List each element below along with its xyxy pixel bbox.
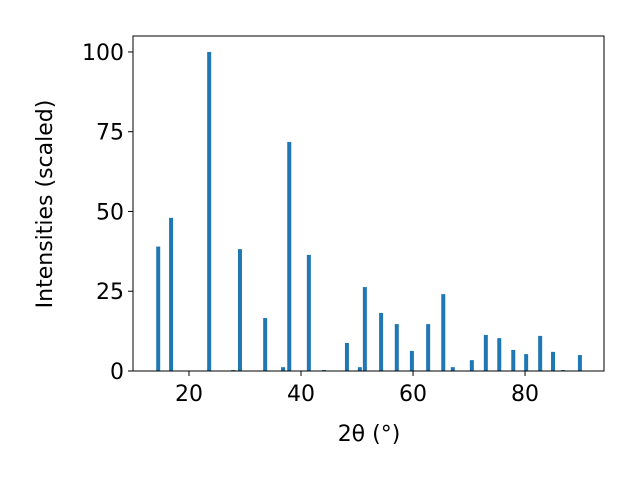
- bar: [538, 335, 543, 371]
- bar: [551, 351, 556, 371]
- x-tick-label: 80: [511, 382, 539, 407]
- bar: [426, 324, 431, 371]
- x-axis-label: 2θ (°): [338, 422, 401, 447]
- y-tick-label: 25: [96, 280, 124, 305]
- bar: [287, 141, 292, 371]
- bar: [469, 360, 474, 371]
- bar: [577, 355, 582, 371]
- bar: [394, 324, 399, 371]
- bar: [281, 367, 286, 371]
- bar: [409, 350, 414, 371]
- bar: [441, 294, 446, 371]
- bar: [483, 334, 488, 371]
- plot-frame: [132, 35, 605, 372]
- bar: [207, 51, 212, 371]
- bar: [169, 217, 174, 371]
- bar: [450, 367, 455, 371]
- y-tick-label: 0: [110, 360, 124, 385]
- y-axis-label: Intensities (scaled): [33, 100, 58, 309]
- bar: [344, 342, 349, 371]
- y-tick-label: 75: [96, 121, 124, 146]
- x-tick-label: 60: [399, 382, 427, 407]
- y-tick-label: 50: [96, 200, 124, 225]
- bar: [263, 318, 268, 371]
- bar: [156, 246, 161, 371]
- bar: [357, 367, 362, 371]
- y-tick-label: 100: [82, 41, 124, 66]
- bar: [237, 249, 242, 371]
- bar: [306, 254, 311, 371]
- bar: [379, 312, 384, 371]
- bar: [511, 349, 516, 371]
- bar: [362, 287, 367, 371]
- x-tick-label: 40: [287, 382, 315, 407]
- bar: [524, 354, 529, 371]
- bar: [497, 338, 502, 371]
- x-tick-label: 20: [175, 382, 203, 407]
